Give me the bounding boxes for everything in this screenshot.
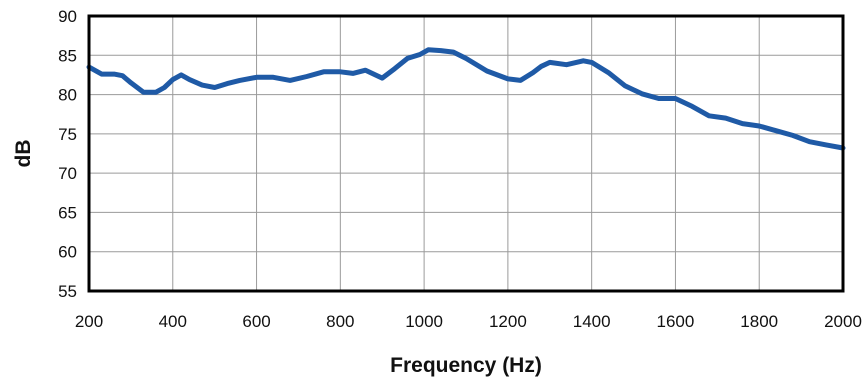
x-axis-title: Frequency (Hz): [390, 354, 542, 377]
series-layer: [86, 47, 846, 151]
x-tick-label: 400: [159, 312, 187, 331]
x-tick-label: 800: [326, 312, 354, 331]
x-tick-label: 600: [242, 312, 270, 331]
x-tick-label: 1000: [405, 312, 443, 331]
y-tick-labels: 55 60 65 70 75 80 85 90: [58, 7, 77, 301]
series-line: [86, 47, 846, 151]
x-tick-label: 1800: [740, 312, 778, 331]
y-tick-label: 90: [58, 7, 77, 26]
y-tick-label: 65: [58, 203, 77, 222]
y-tick-label: 60: [58, 243, 77, 262]
y-tick-label: 55: [58, 282, 77, 301]
x-tick-label: 1400: [573, 312, 611, 331]
x-tick-label: 1200: [489, 312, 527, 331]
x-tick-label: 1600: [657, 312, 695, 331]
y-axis-title: dB: [12, 140, 35, 168]
x-tick-labels: 200 400 600 800 1000 1200 1400 1600 1800 2000: [75, 312, 862, 331]
plot-frame: [87, 14, 845, 293]
x-tick-label: 200: [75, 312, 103, 331]
y-tick-label: 70: [58, 164, 77, 183]
y-tick-label: 75: [58, 125, 77, 144]
y-tick-label: 85: [58, 46, 77, 65]
y-tick-label: 80: [58, 86, 77, 105]
x-tick-label: 2000: [824, 312, 862, 331]
